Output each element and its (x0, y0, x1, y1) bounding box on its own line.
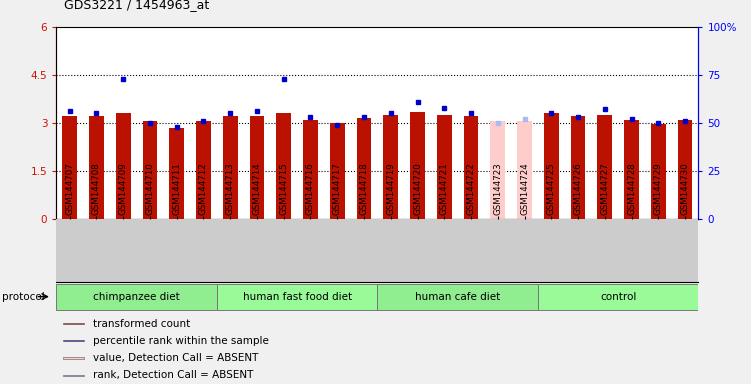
Bar (463, 116, 478, 219)
Bar (384, 115, 398, 219)
Bar (303, 120, 318, 219)
Bar (330, 123, 345, 219)
Bar (624, 120, 639, 219)
Bar (517, 121, 532, 219)
Text: GDS3221 / 1454963_at: GDS3221 / 1454963_at (64, 0, 209, 12)
Bar (276, 113, 291, 219)
Bar (63, 358, 83, 359)
FancyBboxPatch shape (378, 284, 538, 310)
Text: control: control (600, 291, 636, 302)
Bar (63, 323, 83, 324)
FancyBboxPatch shape (56, 284, 217, 310)
Bar (223, 116, 237, 219)
Text: protocol: protocol (2, 291, 45, 302)
Text: percentile rank within the sample: percentile rank within the sample (93, 336, 269, 346)
Bar (437, 115, 451, 219)
Bar (357, 118, 371, 219)
Text: transformed count: transformed count (93, 318, 191, 329)
Bar (651, 124, 665, 219)
Text: chimpanzee diet: chimpanzee diet (93, 291, 180, 302)
Bar (62, 116, 77, 219)
Bar (571, 116, 585, 219)
Bar (116, 113, 131, 219)
FancyBboxPatch shape (217, 284, 378, 310)
Bar (63, 375, 83, 376)
Bar (490, 121, 505, 219)
Text: human cafe diet: human cafe diet (415, 291, 500, 302)
Bar (89, 116, 104, 219)
Bar (170, 127, 184, 219)
Bar (143, 121, 157, 219)
Text: rank, Detection Call = ABSENT: rank, Detection Call = ABSENT (93, 370, 254, 381)
Bar (63, 340, 83, 341)
Bar (196, 121, 211, 219)
FancyBboxPatch shape (538, 284, 698, 310)
Bar (677, 120, 692, 219)
Bar (544, 113, 559, 219)
Text: human fast food diet: human fast food diet (243, 291, 351, 302)
Bar (249, 116, 264, 219)
Text: value, Detection Call = ABSENT: value, Detection Call = ABSENT (93, 353, 258, 363)
Bar (410, 112, 425, 219)
Bar (598, 115, 612, 219)
